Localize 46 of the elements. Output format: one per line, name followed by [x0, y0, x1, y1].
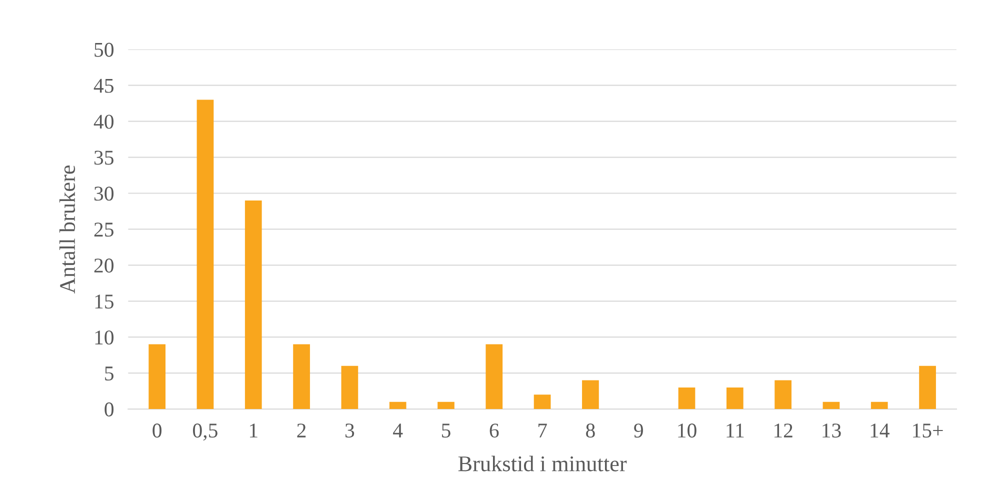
- bar: [486, 344, 503, 410]
- y-tick-label: 20: [94, 258, 114, 273]
- x-tick-label: 10: [678, 424, 696, 438]
- y-tick-label: 25: [94, 222, 114, 237]
- bar: [582, 380, 599, 410]
- y-tick-label: 15: [95, 294, 114, 309]
- bar: [919, 366, 936, 410]
- x-tick-label: 7: [538, 424, 547, 438]
- x-tick-label: 1: [250, 424, 258, 438]
- x-tick-label: 5: [442, 424, 450, 438]
- x-tick-label: 12: [774, 424, 792, 438]
- x-tick-label: 11: [726, 424, 744, 438]
- x-tick-label: 0,5: [193, 424, 218, 441]
- bar: [438, 402, 454, 410]
- y-tick-label: 30: [94, 186, 114, 201]
- x-tick-label: 0: [152, 424, 162, 438]
- bar: [678, 387, 696, 410]
- x-tick-label: 15+: [913, 424, 943, 438]
- y-axis-title: Antall brukere: [59, 166, 76, 294]
- y-tick-label: 40: [94, 114, 114, 129]
- x-tick-label: 13: [822, 424, 841, 438]
- bar: [726, 387, 744, 410]
- x-tick-label: 4: [393, 424, 403, 438]
- x-tick-label: 6: [490, 424, 499, 438]
- x-tick-label: 3: [345, 424, 354, 438]
- bar: [148, 344, 166, 410]
- x-tick-label: 2: [297, 424, 306, 438]
- y-tick-label: 10: [95, 330, 114, 345]
- bar: [870, 402, 888, 410]
- bar: [774, 380, 792, 410]
- x-tick-label: 8: [586, 424, 595, 438]
- bar: [293, 344, 310, 410]
- x-tick-label: 9: [634, 424, 643, 438]
- x-tick-label: 14: [870, 424, 890, 438]
- bar: [534, 394, 551, 410]
- y-tick-label: 45: [94, 78, 114, 93]
- bar: [244, 200, 262, 410]
- bar: [822, 402, 840, 410]
- y-tick-label: 35: [94, 150, 114, 165]
- y-tick-label: 0: [104, 402, 114, 416]
- bar: [196, 100, 214, 410]
- bar: [389, 402, 406, 410]
- y-tick-label: 5: [105, 366, 114, 380]
- x-axis-title: Brukstid i minutter: [458, 456, 627, 472]
- bar: [341, 366, 358, 410]
- y-tick-label: 50: [94, 42, 114, 57]
